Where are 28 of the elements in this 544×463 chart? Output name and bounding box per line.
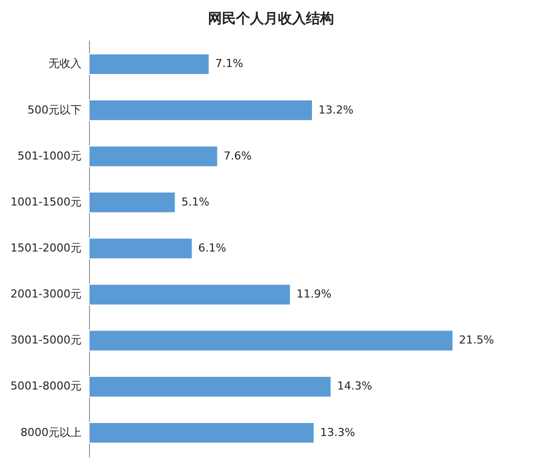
bar xyxy=(88,145,218,168)
y-tick-label: 2001-3000元 xyxy=(10,288,82,301)
data-label: 14.3% xyxy=(337,380,372,393)
y-tick-label: 501-1000元 xyxy=(18,149,82,162)
y-tick-label: 5001-8000元 xyxy=(10,380,82,393)
data-label: 7.6% xyxy=(224,149,252,162)
bar xyxy=(88,330,454,352)
y-tick-label: 1501-2000元 xyxy=(10,242,82,254)
bar xyxy=(88,99,313,122)
bar xyxy=(88,53,210,76)
y-tick-label: 500元以下 xyxy=(28,103,82,116)
data-label: 7.1% xyxy=(215,57,244,70)
data-label: 13.3% xyxy=(320,426,356,439)
data-label: 21.5% xyxy=(459,334,494,347)
y-tick-label: 1001-1500元 xyxy=(10,195,82,208)
bar xyxy=(88,376,332,398)
data-label: 6.1% xyxy=(198,242,226,254)
y-tick-label: 无收入 xyxy=(48,57,82,70)
data-label: 5.1% xyxy=(181,195,210,208)
chart-title: 网民个人月收入结构 xyxy=(208,11,334,27)
bar xyxy=(88,422,315,444)
y-tick-label: 8000元以上 xyxy=(20,426,82,439)
bar xyxy=(88,238,193,260)
data-label: 11.9% xyxy=(296,288,332,301)
bar xyxy=(88,192,176,214)
data-label: 13.2% xyxy=(318,103,354,116)
bar xyxy=(88,284,291,306)
y-tick-label: 3001-5000元 xyxy=(10,334,82,347)
